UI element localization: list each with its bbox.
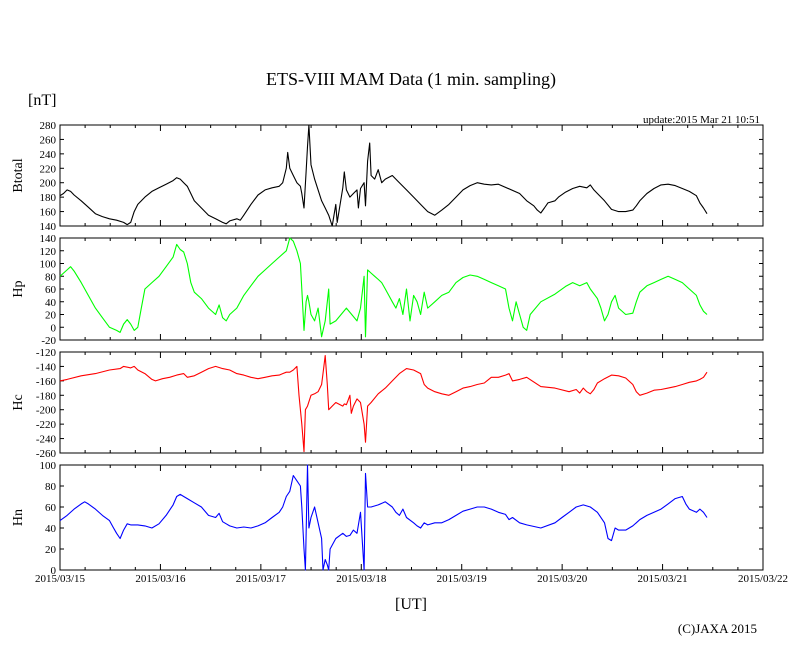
- y-tick-label: -240: [36, 434, 57, 446]
- panel-label-hn: Hn: [11, 509, 26, 526]
- y-tick-label: 0: [51, 565, 57, 577]
- y-tick-label: 20: [45, 310, 57, 322]
- unit-label: [nT]: [28, 92, 56, 109]
- y-tick-label: 40: [45, 297, 57, 309]
- panel-label-hc: Hc: [11, 394, 26, 410]
- x-tick-label: 2015/03/17: [236, 573, 287, 585]
- y-tick-label: 140: [40, 233, 57, 245]
- y-tick-label: 60: [45, 502, 57, 514]
- y-tick-label: 160: [40, 207, 57, 219]
- y-tick-label: -220: [36, 419, 57, 431]
- x-tick-label: 2015/03/16: [135, 573, 186, 585]
- y-tick-label: 20: [45, 544, 57, 556]
- panel-hn: 100 80 60 40 20 0 Hn: [11, 460, 764, 577]
- y-tick-label: -180: [36, 390, 57, 402]
- panel-hc: -120 -140 -160 -180 -200 -220 -240 -260 Hc: [11, 347, 764, 460]
- y-tick-label: 60: [45, 284, 57, 296]
- y-tick-label: 180: [40, 192, 57, 204]
- y-tick-label: 140: [40, 221, 57, 233]
- y-tick-label: 280: [40, 120, 57, 132]
- panel-btotal: 280 260 240 220 200 180 160 140 Btotal: [11, 120, 764, 233]
- series-line-hn: [59, 464, 708, 571]
- credit-label: (C)JAXA 2015: [678, 621, 757, 636]
- y-tick-label: -160: [36, 376, 57, 388]
- y-tick-label: 120: [40, 246, 57, 258]
- y-tick-label: -120: [36, 347, 57, 359]
- panels-group: 280260240220200180160140Btotal1401201008…: [11, 120, 788, 585]
- series-line-hp: [59, 237, 708, 338]
- panel-frame: [59, 124, 764, 227]
- y-tick-label: -140: [36, 361, 57, 373]
- series-line-btotal: [59, 124, 708, 227]
- update-label: update:2015 Mar 21 10:51: [643, 114, 760, 126]
- y-tick-label: 80: [45, 271, 57, 283]
- x-tick-label: 2015/03/22: [738, 573, 788, 585]
- x-axis-label: [UT]: [395, 596, 427, 613]
- panel-label-btotal: Btotal: [11, 158, 26, 192]
- y-tick-label: -20: [41, 335, 56, 347]
- x-tick-label: 2015/03/15: [35, 573, 86, 585]
- panel-frame: [59, 351, 764, 454]
- panel-frame: [59, 237, 764, 341]
- y-tick-label: 40: [45, 523, 57, 535]
- y-tick-label: 80: [45, 481, 57, 493]
- x-tick-label: 2015/03/19: [437, 573, 488, 585]
- y-tick-label: -260: [36, 448, 57, 460]
- x-tick-label: 2015/03/20: [537, 573, 588, 585]
- series-line-hc: [59, 355, 708, 453]
- panel-label-hp: Hp: [11, 280, 26, 297]
- y-tick-label: 0: [51, 322, 57, 334]
- panel-frame: [59, 464, 764, 571]
- y-tick-label: 200: [40, 178, 57, 190]
- chart-title: ETS-VIII MAM Data (1 min. sampling): [266, 69, 556, 90]
- x-tick-label: 2015/03/21: [638, 573, 688, 585]
- y-tick-label: 220: [40, 163, 57, 175]
- y-tick-label: -200: [36, 405, 57, 417]
- y-tick-label: 100: [40, 259, 57, 271]
- y-tick-label: 240: [40, 149, 57, 161]
- x-tick-label: 2015/03/18: [336, 573, 387, 585]
- y-tick-label: 100: [40, 460, 57, 472]
- y-tick-label: 260: [40, 134, 57, 146]
